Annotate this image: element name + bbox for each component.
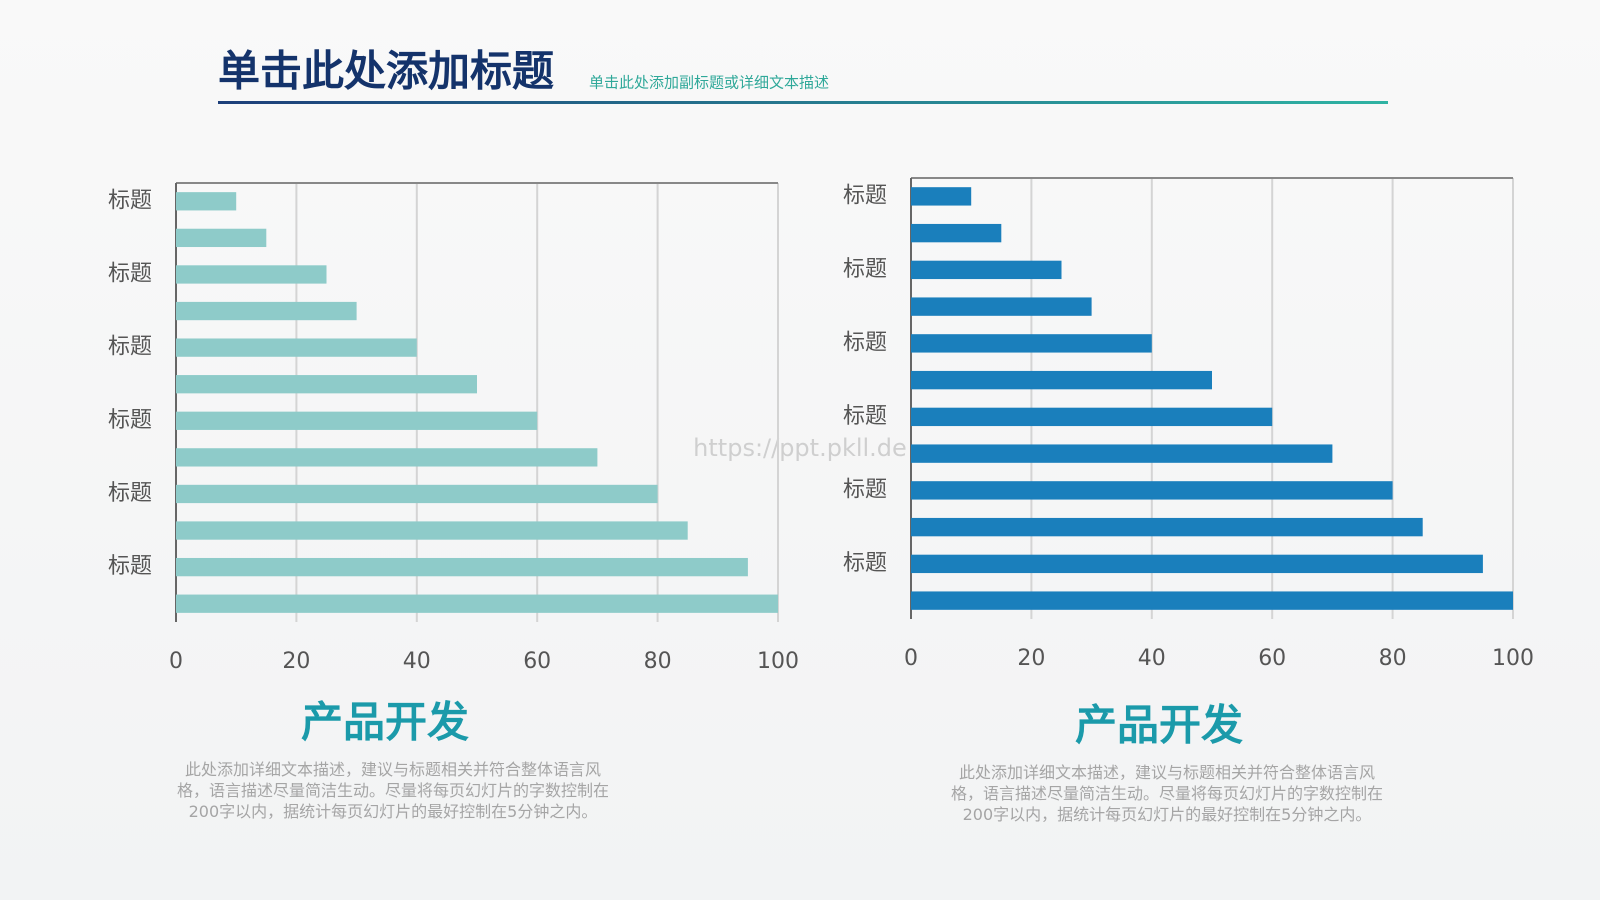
- bar: [176, 338, 417, 357]
- chart-title: 产品开发: [301, 698, 469, 747]
- x-tick-label: 20: [282, 649, 310, 674]
- bar: [911, 223, 1002, 243]
- x-tick-label: 0: [169, 649, 183, 674]
- page-subtitle: 单击此处添加副标题或详细文本描述: [589, 74, 829, 92]
- bar: [176, 192, 237, 211]
- bar: [911, 187, 972, 206]
- bar: [176, 411, 538, 430]
- x-tick-label: 60: [1258, 646, 1286, 671]
- bar: [911, 297, 1092, 316]
- y-tick-label: 标题: [843, 404, 887, 429]
- y-tick-label: 标题: [843, 330, 887, 355]
- description: 此处添加详细文本描述，建议与标题相关并符合整体语言风格，语言描述尽量简洁生动。尽…: [176, 760, 609, 821]
- bar: [911, 481, 1393, 500]
- bar: [176, 484, 658, 504]
- y-tick-label: 标题: [843, 477, 887, 502]
- bar: [176, 265, 327, 284]
- x-tick-label: 60: [523, 649, 551, 674]
- bar: [911, 260, 1062, 280]
- bar: [911, 591, 1513, 610]
- x-tick-label: 80: [644, 649, 672, 674]
- bar: [176, 448, 598, 467]
- description: 此处添加详细文本描述，建议与标题相关并符合整体语言风格，语言描述尽量简洁生动。尽…: [950, 763, 1383, 824]
- y-tick-label: 标题: [843, 551, 887, 576]
- y-tick-label: 标题: [108, 335, 152, 360]
- bar: [911, 407, 1273, 427]
- page-title: 单击此处添加标题: [218, 47, 554, 96]
- y-tick-label: 标题: [108, 481, 152, 506]
- bar: [176, 557, 748, 577]
- x-tick-label: 40: [1138, 646, 1166, 671]
- y-tick-label: 标题: [843, 257, 887, 282]
- chart-title: 产品开发: [1075, 701, 1243, 750]
- title-underline: [218, 101, 1388, 104]
- bar: [911, 370, 1212, 390]
- bar: [176, 594, 778, 613]
- watermark: https://ppt.pkll.de: [693, 434, 907, 462]
- bar: [176, 521, 688, 540]
- x-tick-label: 20: [1017, 646, 1045, 671]
- bar: [911, 334, 1152, 353]
- y-tick-label: 标题: [843, 183, 887, 208]
- bar: [911, 517, 1423, 537]
- y-tick-label: 标题: [108, 261, 152, 286]
- bar: [176, 301, 357, 321]
- y-tick-label: 标题: [108, 188, 152, 213]
- x-tick-label: 40: [403, 649, 431, 674]
- bar: [176, 375, 477, 394]
- x-tick-label: 100: [1492, 646, 1534, 671]
- bar: [176, 228, 267, 248]
- x-tick-label: 0: [904, 646, 918, 671]
- bar: [911, 444, 1333, 463]
- y-tick-label: 标题: [108, 408, 152, 433]
- x-tick-label: 100: [757, 649, 799, 674]
- y-tick-label: 标题: [108, 554, 152, 579]
- bar: [911, 554, 1483, 574]
- x-tick-label: 80: [1379, 646, 1407, 671]
